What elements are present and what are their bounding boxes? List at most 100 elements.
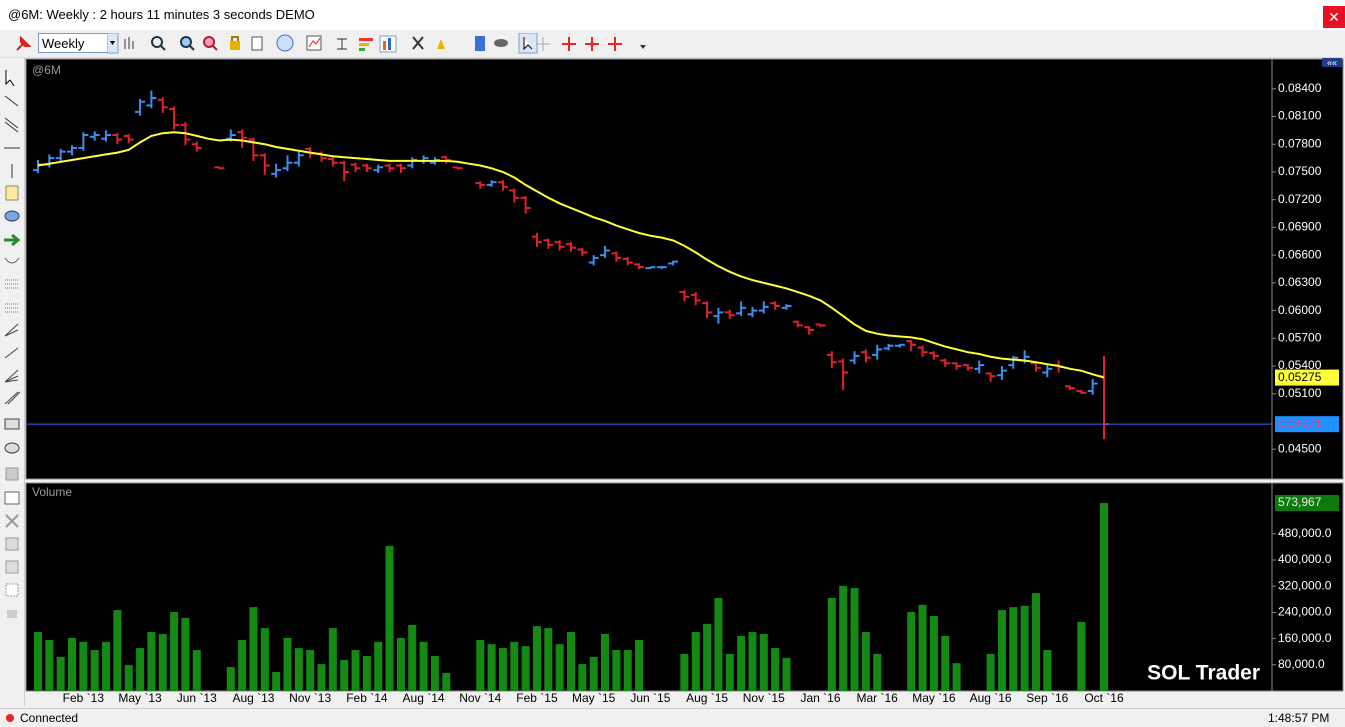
volume-bar [147,632,156,691]
volume-bar [68,637,77,691]
volume-bar [136,648,145,691]
interval-select[interactable]: Weekly [38,33,118,53]
x-tick-label: Nov `14 [459,691,501,705]
collapse-button[interactable] [1322,57,1342,67]
volume-bar [419,641,428,691]
x-tick-label: Feb `14 [346,691,388,705]
volume-bar [238,639,247,691]
volume-bar [907,612,916,691]
volume-bar [283,637,292,691]
volume-bar [1100,503,1108,691]
volume-bar [272,672,281,691]
y-tick-label: 0.05700 [1278,330,1322,344]
volume-bar [102,641,111,691]
volume-bar [1020,605,1029,691]
x-tick-label: Sep `16 [1026,691,1068,705]
volume-bar [487,644,496,691]
volume-bar [1077,621,1086,691]
volume-bar [124,665,133,691]
volume-bar [374,641,383,691]
volume-bar [192,650,201,691]
drawing-tools [0,58,25,706]
price-pane-title: @6M [32,63,61,77]
volume-bar [340,659,349,691]
volume-bar [45,639,54,691]
x-tick-label: May `15 [572,691,616,705]
y-tick-label: 400,000.0 [1278,552,1332,566]
volume-bar [635,639,644,691]
y-tick-label: 0.07500 [1278,164,1322,178]
x-tick-label: Jun `13 [177,691,217,705]
status-bar: Connected 1:48:57 PM [0,708,1345,727]
connection-status: Connected [20,711,79,725]
volume-bar [430,655,439,691]
window-title: @6M: Weekly : 2 hours 11 minutes 3 secon… [8,7,315,22]
clock: 1:48:57 PM [1268,711,1330,725]
volume-bar [748,632,757,691]
volume-bar [850,588,859,691]
last-volume-box [1275,495,1339,512]
volume-bar [532,626,541,691]
volume-bar [90,650,99,691]
x-tick-label: Aug `15 [686,691,728,705]
volume-bar [703,623,712,691]
volume-bar [226,667,235,691]
volume-bar [986,653,995,691]
interval-value: Weekly [42,36,85,51]
volume-bar [861,632,870,691]
y-tick-label: 0.06900 [1278,220,1322,234]
y-tick-label: 0.08400 [1278,81,1322,95]
volume-bar [34,632,42,691]
volume-bar [79,641,88,691]
volume-bar [396,637,405,691]
volume-bar [510,641,519,691]
volume-bar [249,607,258,691]
y-tick-label: 0.06300 [1278,275,1322,289]
volume-bar [158,634,167,691]
volume-bar [328,628,337,691]
last-volume-label: 573,967 [1278,495,1322,509]
y-tick-label: 0.05100 [1278,386,1322,400]
watermark: SOL Trader [1147,662,1260,685]
x-tick-label: Feb `13 [63,691,105,705]
toolbar: Weekly [0,30,1345,58]
x-tick-label: Nov `15 [743,691,785,705]
x-tick-label: Feb `15 [516,691,558,705]
y-tick-label: 240,000.0 [1278,605,1332,619]
volume-bar [725,653,734,691]
y-tick-label: 320,000.0 [1278,578,1332,592]
y-tick-label: 0.07200 [1278,192,1322,206]
close-button[interactable]: ✕ [1323,6,1345,28]
volume-bar [521,646,530,691]
connection-indicator [6,714,14,722]
x-tick-label: Jun `15 [630,691,670,705]
y-tick-label: 80,000.0 [1278,657,1325,671]
y-tick-label: 0.05400 [1278,358,1322,372]
y-tick-label: 0.04500 [1278,441,1322,455]
toolbar-icons[interactable] [107,33,647,55]
volume-bar [827,597,836,691]
ma-value-box [1275,369,1339,386]
volume-bar [759,634,768,691]
volume-bar [782,657,791,691]
y-tick-label: 160,000.0 [1278,631,1332,645]
volume-bar [476,639,485,691]
volume-bar [408,624,417,691]
pin-icon[interactable] [14,35,32,53]
volume-bar [737,635,746,691]
volume-bar [306,650,315,691]
volume-bar [680,653,689,691]
drawing-tool-icons[interactable] [0,58,24,706]
volume-bar [56,656,65,691]
y-tick-label: 0.08100 [1278,109,1322,123]
volume-bar [691,632,700,691]
volume-bar [941,635,950,691]
x-tick-label: Aug `14 [403,691,445,705]
x-tick-label: Oct `16 [1084,691,1124,705]
volume-bar [839,585,848,691]
volume-bar [589,656,598,691]
y-tick-label: 0.06600 [1278,247,1322,261]
volume-bar [555,644,564,691]
